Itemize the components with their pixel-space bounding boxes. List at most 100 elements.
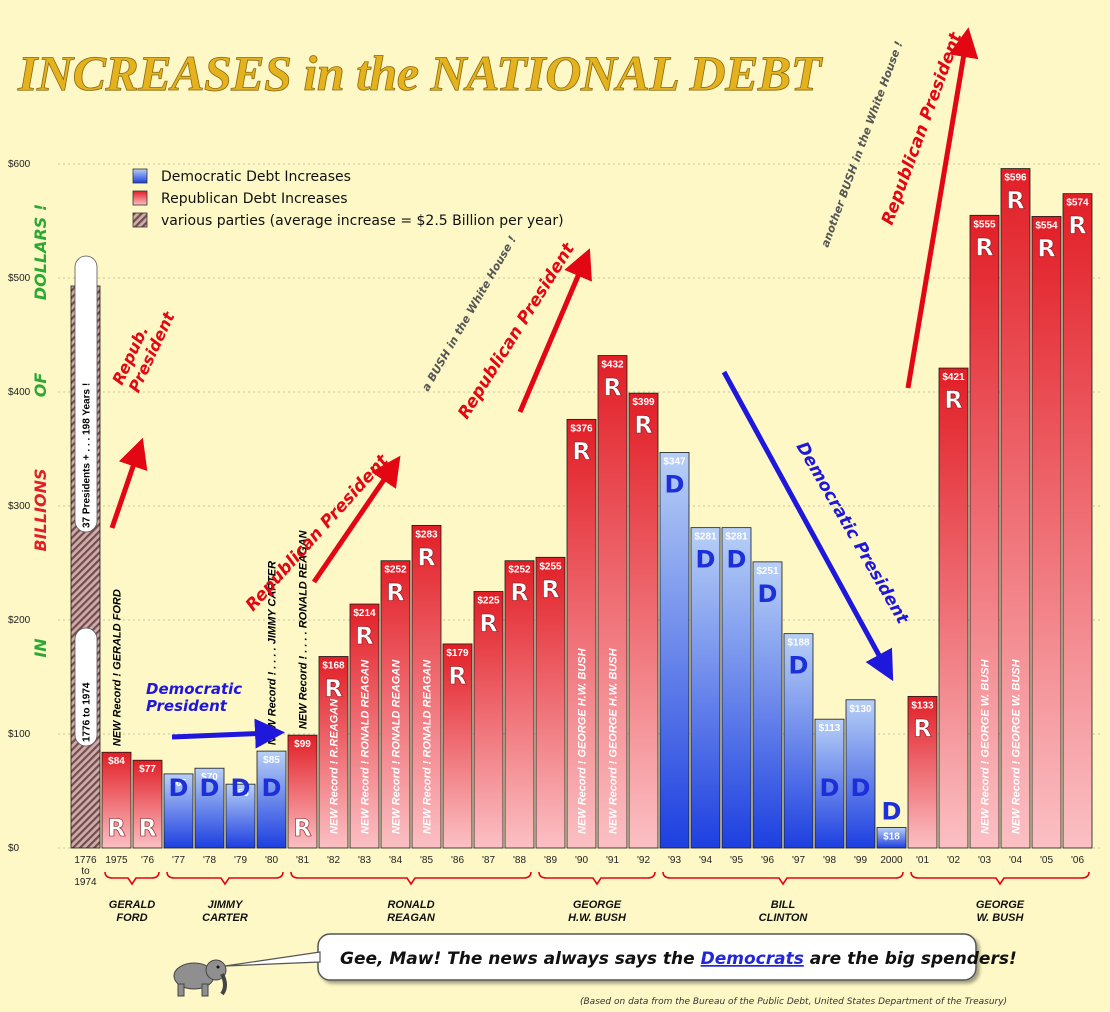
bar-value-label: $214 (353, 608, 376, 619)
bar-value-label: $168 (322, 660, 345, 671)
bar-democratic (194, 767, 225, 849)
bar-value-label: $113 (819, 723, 841, 734)
y-axis: $0 $100 $200 $300 $400 $500 $600 (8, 159, 31, 854)
y-tick-label: $100 (8, 729, 31, 740)
x-tick-label: '98 (823, 855, 836, 866)
bar-republican (473, 591, 504, 849)
party-letter-D: D (231, 774, 251, 802)
x-tick-label: '89 (544, 855, 557, 866)
arrow-republican-3 (517, 248, 592, 413)
bar-record-note: NEW Record ! . . . . JIMMY CARTER (267, 561, 279, 745)
historical-note-bottom: 1776 to 1974 (82, 682, 93, 742)
y-tick-label: $600 (8, 159, 31, 170)
bar-value-label: $65 (170, 778, 187, 789)
arrow-democratic-2 (721, 370, 894, 682)
x-tick-label: to (81, 866, 90, 877)
party-letter-R: R (541, 575, 559, 603)
party-letter-R: R (1068, 212, 1086, 240)
party-letter-R: R (1037, 234, 1055, 262)
group-label: REAGAN (387, 912, 436, 924)
y-tick-label: $300 (8, 501, 31, 512)
x-tick-label: 1776 (74, 855, 97, 866)
bar-value-label: $179 (446, 648, 469, 659)
y-tick-label: $400 (8, 387, 31, 398)
x-tick-label: 1974 (74, 877, 97, 888)
legend-label: Democratic Debt Increases (161, 169, 351, 185)
x-tick-label: '04 (1009, 855, 1022, 866)
x-tick-label: '95 (730, 855, 743, 866)
x-tick-label: '77 (172, 855, 185, 866)
bar-republican (318, 656, 349, 849)
arrow-republican-2 (311, 455, 401, 584)
x-tick-label: '76 (141, 855, 154, 866)
party-letter-R: R (944, 386, 962, 414)
x-tick-label: '90 (575, 855, 588, 866)
chart-title: INCREASES in the NATIONAL DEBT (17, 45, 824, 101)
bar-value-label: $283 (415, 529, 438, 540)
party-letter-R: R (572, 437, 590, 465)
party-letter-R: R (913, 714, 931, 742)
bar-republican (535, 556, 566, 849)
x-tick-label: '03 (978, 855, 991, 866)
historical-note-top: 37 Presidents + . . . 198 Years ! (82, 383, 93, 528)
democrats-link[interactable]: Democrats (701, 949, 804, 969)
party-letter-R: R (355, 622, 373, 650)
party-letter-D: D (758, 580, 778, 608)
bar-value-label: $84 (108, 756, 125, 767)
x-tick-label: '99 (854, 855, 867, 866)
party-letter-R: R (293, 814, 311, 842)
bar-republican (380, 560, 411, 849)
x-tick-label: '80 (265, 855, 278, 866)
party-letter-R: R (448, 662, 466, 690)
bar-democratic (752, 561, 783, 849)
bar-value-label: $281 (694, 532, 717, 543)
x-tick-label: '83 (358, 855, 371, 866)
party-letter-R: R (138, 814, 156, 842)
group-bracket (104, 871, 160, 886)
party-letter-R: R (417, 543, 435, 571)
x-tick-label: '91 (606, 855, 619, 866)
bubble-text-before: Gee, Maw! The news always says the (340, 949, 701, 969)
group-bracket (290, 871, 532, 886)
party-letter-D: D (665, 470, 685, 498)
party-letter-R: R (479, 610, 497, 638)
elephant-icon (173, 959, 227, 997)
legend-swatch (132, 168, 148, 184)
bar-record-note: NEW Record ! RONALD REAGAN (391, 659, 403, 834)
legend-swatch (132, 212, 148, 228)
bar-value-label: $252 (508, 565, 531, 576)
party-letter-R: R (1006, 187, 1024, 215)
party-letter-R: R (386, 579, 404, 607)
bar-democratic (163, 773, 194, 849)
bar-republican (287, 734, 318, 849)
bar-republican (969, 214, 1000, 849)
x-tick-label: '05 (1040, 855, 1053, 866)
bar-value-label: $432 (601, 360, 624, 371)
bar-value-label: $18 (883, 831, 900, 842)
y-axis-word: DOLLARS ! (31, 204, 50, 300)
bar-value-label: $252 (384, 565, 407, 576)
group-label: CLINTON (759, 912, 809, 924)
legend-swatch (132, 190, 148, 206)
x-tick-label: '78 (203, 855, 216, 866)
group-label: JIMMY (208, 899, 245, 911)
party-letter-R: R (603, 374, 621, 402)
arrow-republican-4 (905, 27, 979, 389)
group-label: H.W. BUSH (568, 912, 627, 924)
x-tick-label: '92 (637, 855, 650, 866)
bar-democratic (225, 783, 256, 849)
bar-republican (411, 524, 442, 849)
party-letter-D: D (262, 774, 282, 802)
y-tick-label: $500 (8, 273, 31, 284)
x-tick-label: '79 (234, 855, 247, 866)
x-tick-label: '94 (699, 855, 712, 866)
bubble-text-after: are the big spenders! (804, 949, 1017, 969)
party-letter-D: D (820, 774, 840, 802)
bar-republican (566, 418, 597, 849)
x-tick-label: 1975 (105, 855, 128, 866)
bar-democratic (876, 827, 907, 849)
bar-record-note: NEW Record ! GEORGE W. BUSH (1011, 658, 1023, 834)
party-letter-D: D (882, 797, 902, 825)
party-letter-D: D (851, 774, 871, 802)
